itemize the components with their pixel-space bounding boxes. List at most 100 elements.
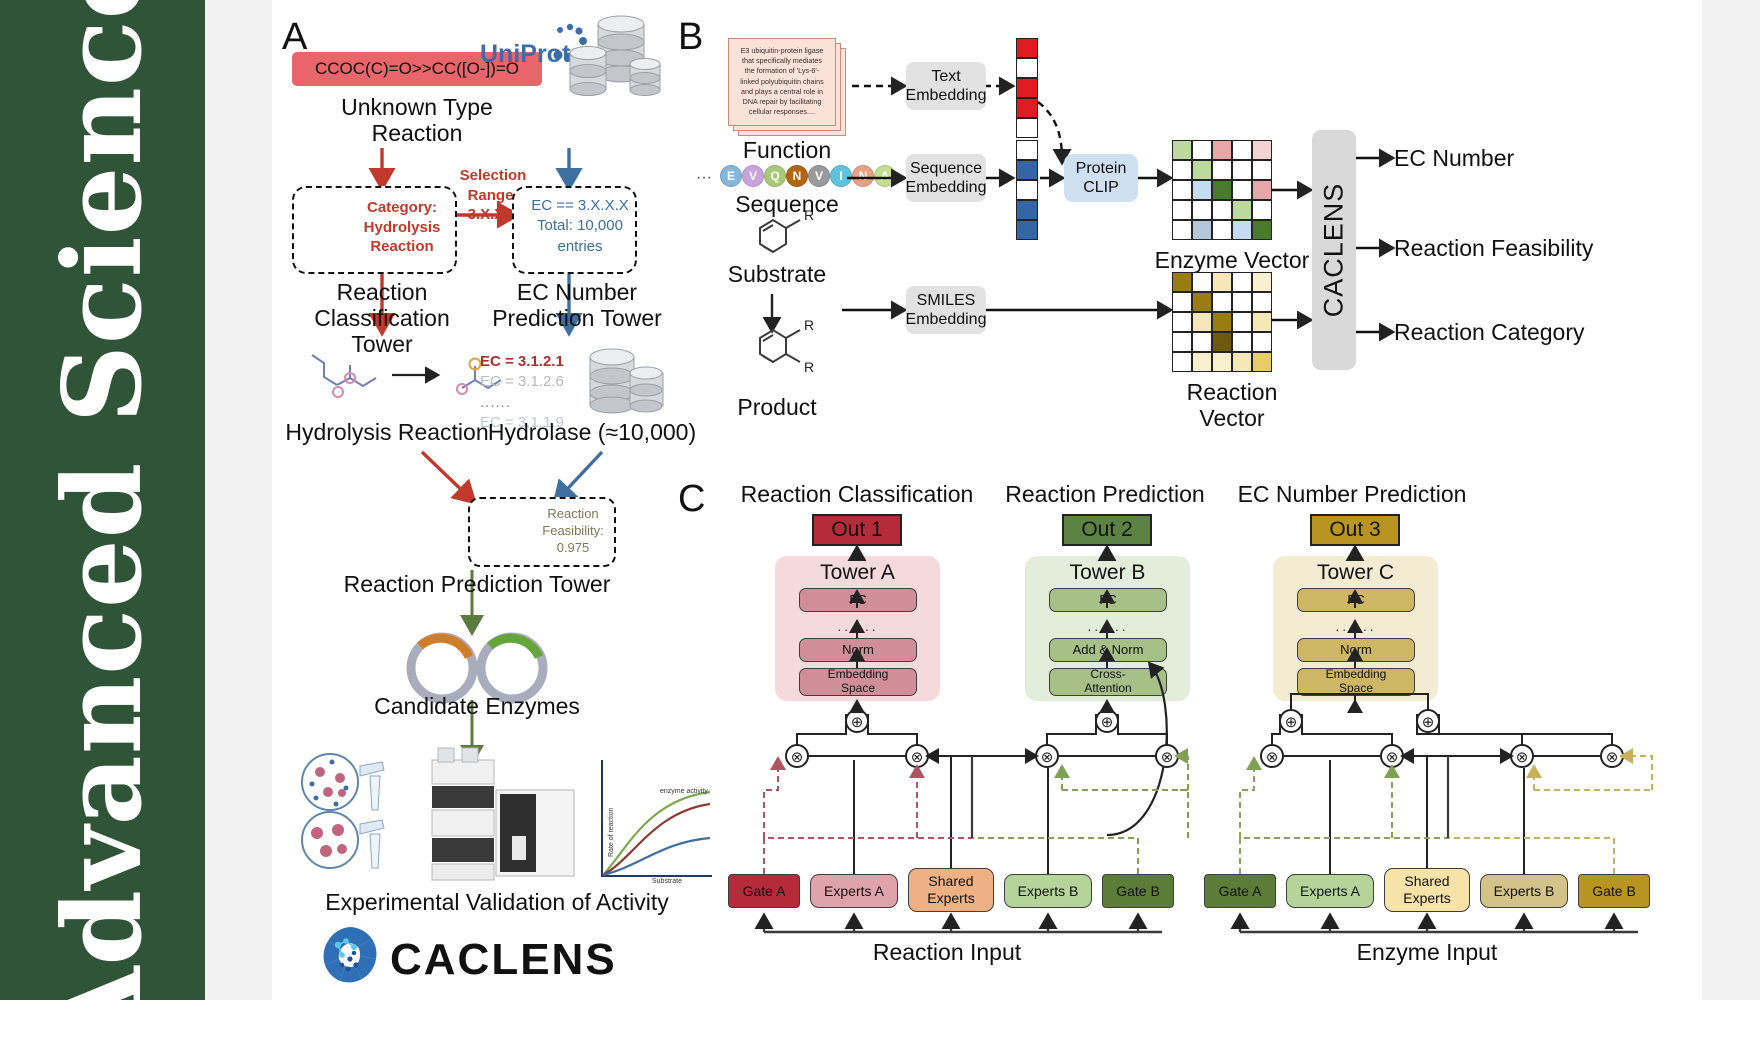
- reaction-experts-b[interactable]: Experts B: [1004, 874, 1092, 908]
- text-embedding-label: Text Embedding: [905, 67, 987, 104]
- link-prod8-to-sum-c2: [1438, 714, 1613, 745]
- category-text: Category: Hydrolysis Reaction: [363, 199, 441, 255]
- selection-range-text: Selection Range: 3.X.X.X: [459, 167, 527, 223]
- residue-0: E: [720, 165, 742, 187]
- residue-3: N: [786, 165, 808, 187]
- sum-node-c1: [1279, 709, 1303, 733]
- ec-number-prediction-box: [512, 186, 637, 274]
- reaction-feasibility-text: Reaction Feasibility: 0.975: [542, 506, 604, 555]
- petri-dish-icons: [301, 753, 385, 869]
- svg-text:⊗: ⊗: [1386, 749, 1399, 766]
- out-2-box: Out 2: [1062, 514, 1152, 546]
- reaction-experts-a[interactable]: Experts A: [810, 874, 898, 908]
- database-cylinders: [569, 15, 661, 96]
- enzyme-chip-label: Enzyme: [477, 542, 506, 551]
- hydrolase-database-cylinders: [589, 348, 664, 414]
- prod-node-3: [1035, 744, 1059, 768]
- svg-text:⊗: ⊗: [1161, 749, 1174, 766]
- plot-x-axis-label: Substrate: [652, 878, 682, 885]
- reaction-gate-a[interactable]: Gate A: [728, 874, 800, 908]
- enzyme-shared-experts[interactable]: Shared Experts: [1384, 868, 1470, 912]
- tower-a-block-fc: FC: [799, 588, 917, 612]
- text-embedding-box: Text Embedding: [906, 62, 986, 110]
- svg-text:⊗: ⊗: [1516, 749, 1529, 766]
- unknown-reaction-label: Unknown Type Reaction: [341, 94, 493, 146]
- prod-node-4: [1155, 744, 1179, 768]
- sequence-vector-column: [1016, 140, 1038, 240]
- sum-symbol-b: ⊕: [1101, 714, 1114, 731]
- reaction-vector-label: Reaction Vector: [1186, 379, 1278, 431]
- tower-a-block-norm: Norm: [799, 638, 917, 662]
- col-title-ec-number-prediction: EC Number Prediction: [1237, 481, 1467, 507]
- ec-item-2: EC = 3.1.2.6: [480, 373, 564, 391]
- product-benzene: [759, 328, 801, 364]
- smiles-embedding-label: SMILES Embedding: [905, 291, 987, 328]
- svg-text:⊗: ⊗: [791, 749, 804, 766]
- product-r-label-top: R: [804, 317, 814, 333]
- panel-a-letter: A: [282, 16, 308, 58]
- svg-text:⊗: ⊗: [911, 749, 924, 766]
- col-title-reaction-classification: Reaction Classification: [740, 481, 974, 507]
- journal-banner-title: Advanced Science: [39, 0, 166, 1050]
- gate-b-dashed-run: [1178, 789, 1189, 838]
- sum-symbol-c2: ⊕: [1422, 714, 1435, 731]
- enzyme-vector-matrix: [1172, 140, 1272, 240]
- residue-6: N: [852, 165, 874, 187]
- svg-text:⊗: ⊗: [1606, 749, 1619, 766]
- output-ec-number: EC Number: [1394, 145, 1515, 171]
- tower-c-block-embedding-space: Embedding Space: [1297, 667, 1415, 696]
- hydrolysis-molecule-left: [311, 354, 377, 398]
- prod-node-2: [905, 744, 929, 768]
- link-prod2-to-sum-a: [867, 714, 918, 745]
- ec-number-prediction-tower-label: EC Number Prediction Tower: [492, 279, 662, 331]
- tower-a: Tower A FC ...... Norm Embedding Space: [775, 556, 940, 701]
- bus-enzyme-shared-left: [1400, 748, 1428, 868]
- caclens-module-label: CACLENS: [1318, 182, 1349, 318]
- enzyme-input-label: Enzyme Input: [1356, 939, 1498, 965]
- tower-c: Tower C FC ...... Norm Embedding Space: [1273, 556, 1438, 701]
- journal-banner: Advanced Science: [0, 0, 205, 1050]
- out-2-label: Out 2: [1081, 518, 1133, 541]
- sum-symbol-c1: ⊕: [1285, 714, 1298, 731]
- ec-item-ellipsis: ......: [480, 393, 512, 411]
- enzyme-experts-a[interactable]: Experts A: [1286, 874, 1374, 908]
- tower-b-block-add-norm: Add & Norm: [1049, 638, 1167, 662]
- prod-node-1: [785, 744, 809, 768]
- residue-7: A: [874, 165, 896, 187]
- reaction-classification-box: [292, 186, 457, 274]
- function-label: Function: [742, 137, 832, 163]
- reaction-shared-experts[interactable]: Shared Experts: [908, 868, 994, 912]
- substrate-benzene: [759, 218, 801, 254]
- hydrolysis-reaction-label: Hydrolysis Reaction: [285, 419, 489, 445]
- enzyme-gate-a[interactable]: Gate A: [1204, 874, 1276, 908]
- hplc-instrument-icon: [431, 747, 575, 881]
- reaction-gate-b[interactable]: Gate B: [1102, 874, 1174, 908]
- enzyme-vector-label: Enzyme Vector: [1154, 247, 1310, 273]
- link-prod7-to-sum-c2: [1416, 714, 1523, 745]
- caclens-logo-icon: [323, 927, 377, 983]
- figure-canvas: A CCOC(C)=O>>CC([O-])=O Unknown Type Reac…: [272, 0, 1702, 1000]
- out-3-box: Out 3: [1310, 514, 1400, 546]
- bus-reaction-shared-left: [925, 748, 952, 868]
- tower-b-ellipsis: ......: [1087, 618, 1129, 634]
- col-title-reaction-prediction: Reaction Prediction: [1005, 481, 1205, 507]
- sequence-residue-row: ··· E V Q N V I N A ···: [696, 165, 922, 191]
- ec-candidate-list: EC = 3.1.2.1 EC = 3.1.2.6 ...... EC = 3.…: [480, 352, 590, 433]
- tower-b-block-fc: FC: [1049, 588, 1167, 612]
- hydrolase-label: Hydrolase (≈10,000): [487, 419, 697, 445]
- enzyme-gate-b[interactable]: Gate B: [1578, 874, 1650, 908]
- enzyme-experts-b[interactable]: Experts B: [1480, 874, 1568, 908]
- gate-a-dashed-to-prod1: [763, 756, 786, 838]
- sequence-embedding-label: Sequence Embedding: [905, 159, 987, 196]
- link-prod4-to-sum-b: [1117, 714, 1168, 745]
- link-prod3-to-sum-b: [1046, 714, 1097, 745]
- panel-b-letter: B: [678, 16, 704, 58]
- enzyme-activity-plot: [601, 760, 712, 877]
- output-reaction-feasibility: Reaction Feasibility: [1394, 235, 1594, 261]
- reaction-prediction-tower-label: Reaction Prediction Tower: [343, 571, 611, 597]
- prod-node-8: [1600, 744, 1624, 768]
- gate-b-dashed-top-reaction: [972, 837, 1139, 874]
- prod-node-7: [1510, 744, 1534, 768]
- residue-4: V: [808, 165, 830, 187]
- tower-c-block-norm: Norm: [1297, 638, 1415, 662]
